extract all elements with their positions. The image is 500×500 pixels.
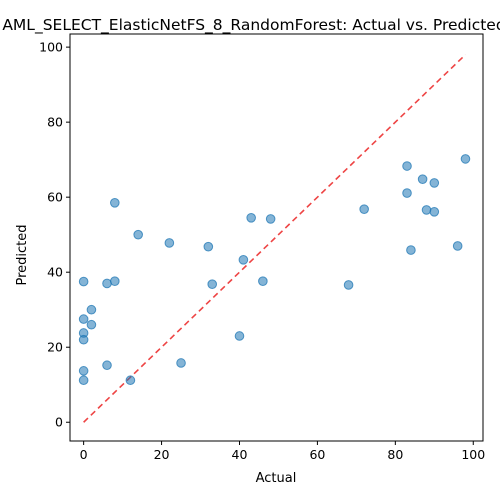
y-tick-label: 60 <box>47 190 63 205</box>
data-point <box>246 213 256 223</box>
data-points <box>78 154 471 386</box>
x-axis-label: Actual <box>256 471 297 486</box>
data-point <box>402 161 412 171</box>
data-point <box>429 178 440 188</box>
x-tick-label: 60 <box>309 447 325 462</box>
data-point <box>164 238 175 248</box>
data-point <box>265 214 276 224</box>
data-point <box>102 360 112 371</box>
y-axis-label: Predicted <box>15 224 30 285</box>
data-point <box>359 204 369 214</box>
data-point <box>133 229 143 240</box>
data-point <box>78 314 89 324</box>
x-tick-label: 0 <box>80 447 88 462</box>
data-point <box>421 205 432 215</box>
data-point <box>238 255 249 265</box>
data-point <box>460 154 471 164</box>
data-point <box>207 279 218 290</box>
x-tick-label: 20 <box>154 447 170 462</box>
x-tick-label: 40 <box>232 447 248 462</box>
x-axis-ticks: 0 20 40 60 80 100 <box>80 441 485 462</box>
y-tick-label: 20 <box>47 340 63 355</box>
data-point <box>86 319 97 330</box>
data-point <box>78 375 89 386</box>
axes-border <box>69 33 484 442</box>
chart-title: AML_SELECT_ElasticNetFS_8_RandomForest: … <box>2 16 500 35</box>
data-point <box>110 198 120 208</box>
data-point <box>234 331 245 341</box>
data-point <box>429 207 440 217</box>
data-point <box>402 188 412 198</box>
data-point <box>78 334 89 345</box>
y-tick-label: 80 <box>47 115 63 130</box>
y-axis-ticks: 0 20 40 60 80 100 <box>39 40 70 430</box>
data-point <box>86 304 97 315</box>
reference-line-group <box>83 54 467 423</box>
data-point <box>258 276 268 287</box>
data-point <box>102 278 112 289</box>
y-tick-label: 100 <box>39 40 63 55</box>
y-tick-label: 40 <box>47 265 63 280</box>
data-point <box>125 375 136 386</box>
data-point <box>78 366 89 376</box>
x-tick-label: 80 <box>387 447 403 462</box>
y-tick-label: 0 <box>55 415 63 430</box>
data-point <box>203 241 214 252</box>
data-point <box>343 280 354 290</box>
axes-frame <box>69 33 484 442</box>
data-point <box>110 276 120 287</box>
data-point <box>417 174 428 184</box>
reference-line <box>83 54 467 423</box>
data-point <box>176 358 186 368</box>
data-point <box>406 245 416 255</box>
data-point <box>78 276 89 287</box>
data-point <box>452 241 463 251</box>
x-tick-label: 100 <box>461 447 485 462</box>
